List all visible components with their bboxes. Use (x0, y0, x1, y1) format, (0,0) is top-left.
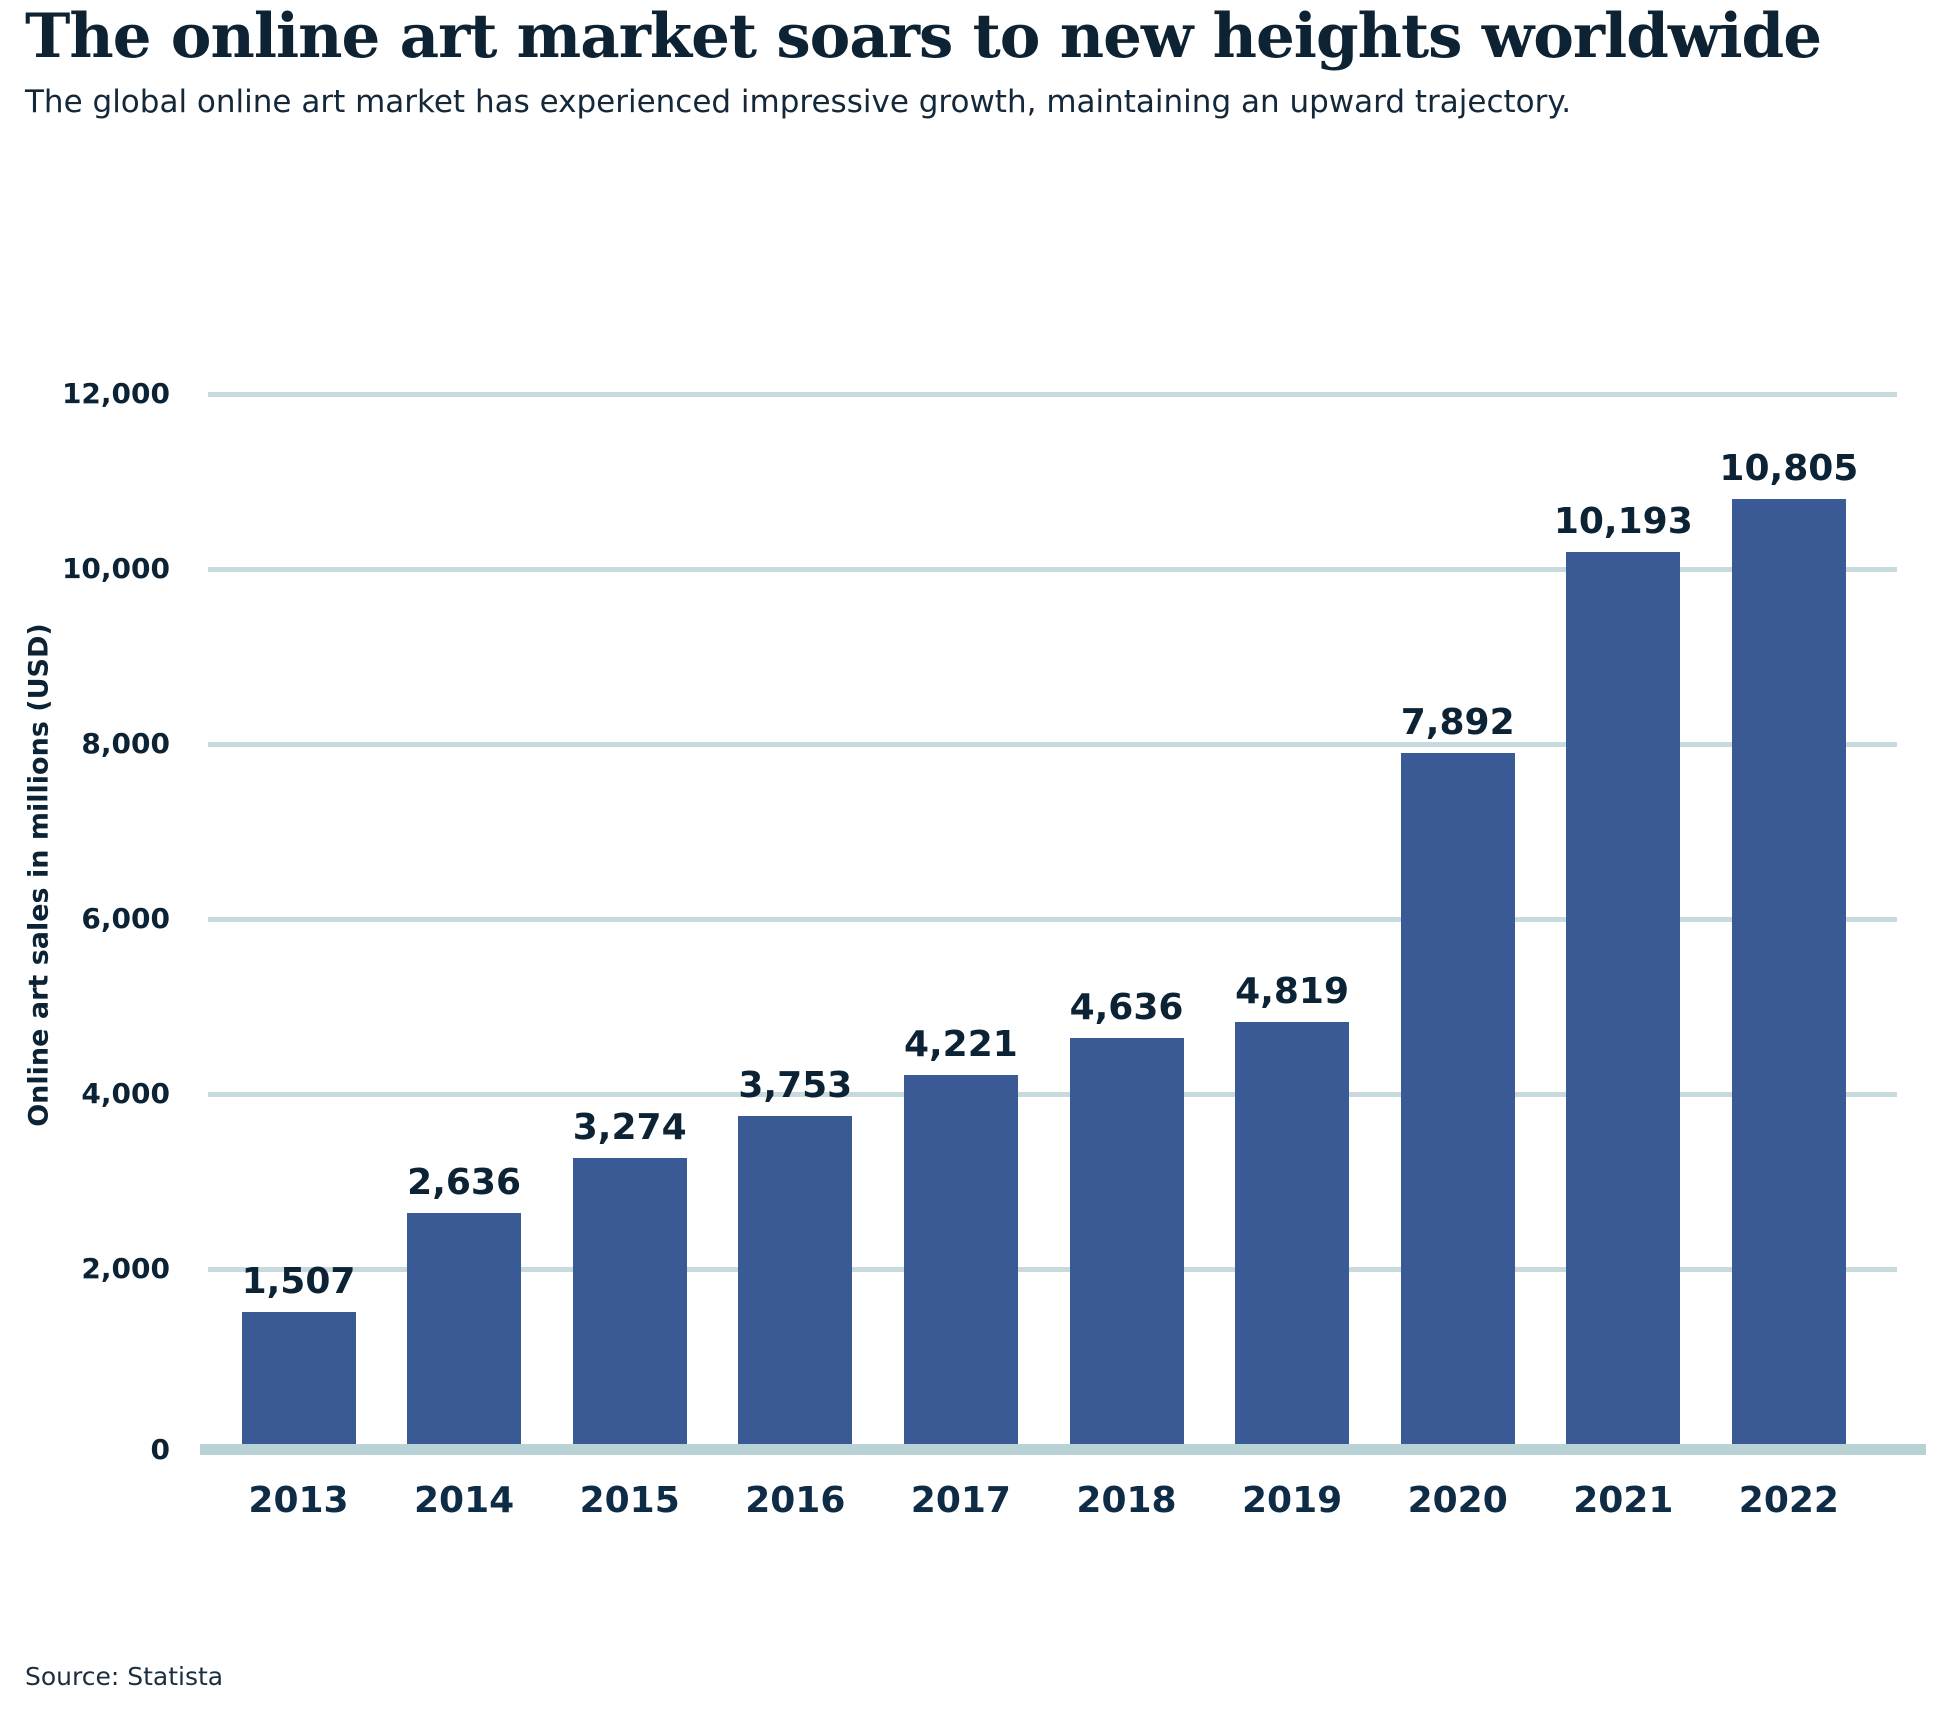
y-tick-label: 6,000 (81, 902, 170, 935)
y-tick-label: 0 (150, 1433, 170, 1466)
page-subtitle: The global online art market has experie… (25, 84, 1572, 120)
x-tick-label: 2013 (248, 1480, 349, 1521)
bar-2015 (572, 1157, 687, 1444)
x-tick-label: 2019 (1241, 1480, 1343, 1521)
page-title: The online art market soars to new heigh… (25, 1, 1822, 72)
gridline (208, 391, 1897, 397)
x-tick-label: 2022 (1738, 1480, 1839, 1521)
y-tick-label: 4,000 (81, 1077, 170, 1110)
bar-2016 (738, 1115, 853, 1444)
bar-2017 (903, 1074, 1018, 1444)
y-axis-title: Online art sales in millions (USD) (23, 623, 55, 1127)
bar-2018 (1069, 1038, 1184, 1444)
x-axis-line (200, 1444, 1926, 1455)
bar-2014 (407, 1213, 522, 1444)
bar-2019 (1235, 1022, 1350, 1444)
y-tick-label: 12,000 (61, 377, 170, 410)
x-tick-label: 2017 (910, 1480, 1011, 1521)
value-label: 7,892 (1400, 702, 1515, 744)
value-label: 4,636 (1069, 987, 1184, 1029)
value-label: 2,636 (407, 1162, 522, 1204)
value-label: 10,805 (1719, 447, 1859, 489)
value-label: 3,753 (738, 1064, 853, 1106)
gridline (208, 1266, 1897, 1272)
x-tick-label: 2015 (579, 1480, 680, 1521)
y-tick-label: 2,000 (81, 1252, 170, 1285)
source-note: Source: Statista (25, 1662, 224, 1691)
bar-2013 (241, 1312, 356, 1444)
bar-2022 (1731, 498, 1846, 1444)
x-tick-label: 2020 (1407, 1480, 1508, 1521)
x-tick-label: 2014 (413, 1480, 515, 1521)
bar-2021 (1566, 552, 1681, 1444)
gridline (208, 1091, 1897, 1097)
bar-2020 (1400, 753, 1515, 1444)
gridline (208, 916, 1897, 922)
value-label: 10,193 (1553, 501, 1693, 543)
y-tick-label: 10,000 (61, 552, 170, 585)
gridline (208, 741, 1897, 747)
x-tick-label: 2021 (1573, 1480, 1674, 1521)
value-label: 1,507 (241, 1261, 356, 1303)
y-tick-label: 8,000 (81, 727, 170, 760)
value-label: 3,274 (572, 1106, 687, 1148)
value-label: 4,221 (903, 1023, 1018, 1065)
gridline (208, 566, 1897, 572)
x-tick-label: 2018 (1076, 1480, 1177, 1521)
value-label: 4,819 (1235, 971, 1350, 1013)
x-tick-label: 2016 (745, 1480, 846, 1521)
